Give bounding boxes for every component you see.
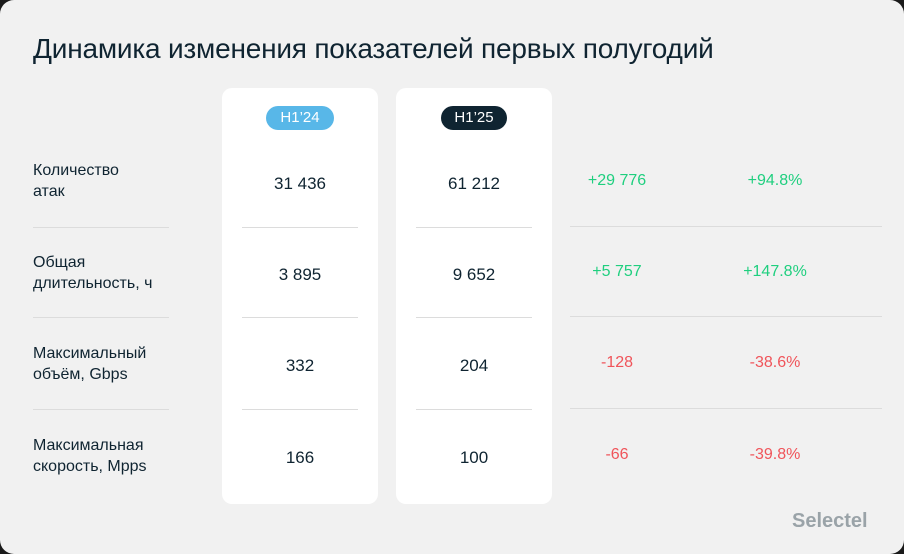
row-label-duration: Общая длительность, ч <box>33 252 152 294</box>
row-label-volume: Максимальный объём, Gbps <box>33 343 146 385</box>
divider <box>242 409 358 410</box>
label-line: Максимальный <box>33 345 147 362</box>
value-h1-24: 3 895 <box>278 265 322 284</box>
delta-pct: +94.8% <box>747 172 803 189</box>
label-line: атак <box>33 183 65 200</box>
value-h1-25: 61 212 <box>448 174 500 193</box>
value-h1-25: 100 <box>459 448 489 467</box>
value-h1-24: 166 <box>285 448 315 467</box>
label-line: объём, Gbps <box>33 366 128 383</box>
selectel-logo: Selectel <box>792 510 868 532</box>
delta-abs: +29 776 <box>587 172 647 189</box>
row-label-attacks: Количество атак <box>33 160 119 202</box>
divider <box>33 409 169 410</box>
value-h1-24: 332 <box>285 356 315 375</box>
divider <box>570 226 882 227</box>
delta-abs: +5 757 <box>592 263 642 280</box>
label-line: Общая <box>33 254 86 271</box>
delta-pct: -38.6% <box>749 354 801 371</box>
badge-h1-25: H1’25 <box>441 106 507 130</box>
column-panel-h1-25 <box>396 88 552 504</box>
divider <box>242 227 358 228</box>
value-h1-25: 204 <box>459 356 489 375</box>
label-line: Количество <box>33 162 119 179</box>
chart-title: Динамика изменения показателей первых по… <box>33 33 714 64</box>
divider <box>570 408 882 409</box>
divider <box>416 227 532 228</box>
divider <box>416 317 532 318</box>
column-panel-h1-24 <box>222 88 378 504</box>
divider <box>242 317 358 318</box>
label-line: длительность, ч <box>33 275 153 292</box>
divider <box>33 317 169 318</box>
delta-abs: -66 <box>605 446 629 463</box>
value-h1-24: 31 436 <box>274 174 326 193</box>
row-label-speed: Максимальная скорость, Mpps <box>33 435 147 477</box>
value-h1-25: 9 652 <box>452 265 496 284</box>
divider <box>570 316 882 317</box>
divider <box>33 227 169 228</box>
badge-h1-24: H1’24 <box>266 106 334 130</box>
delta-pct: -39.8% <box>749 446 801 463</box>
label-line: скорость, Mpps <box>33 458 147 475</box>
delta-abs: -128 <box>600 354 634 371</box>
delta-pct: +147.8% <box>743 263 807 280</box>
divider <box>416 409 532 410</box>
label-line: Максимальная <box>33 437 144 454</box>
